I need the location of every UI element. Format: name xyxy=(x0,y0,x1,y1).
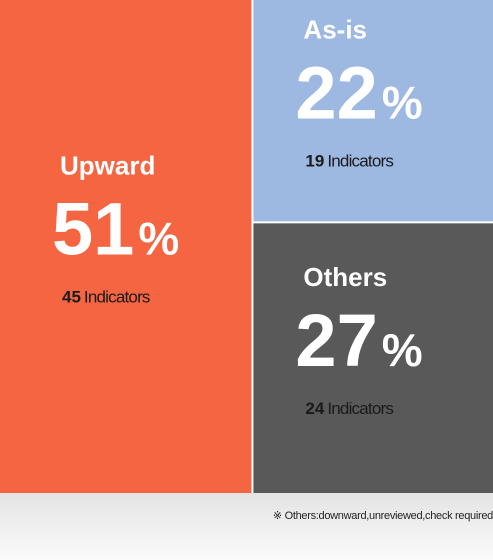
count: 24 Indicators xyxy=(305,399,393,418)
tile xyxy=(253,223,493,494)
tile xyxy=(253,0,493,222)
count-label: Indicators xyxy=(327,152,393,171)
percent: 22% xyxy=(295,52,422,135)
percent: 51% xyxy=(52,188,179,271)
footer-band xyxy=(0,493,493,560)
count: 45 Indicators xyxy=(62,288,150,307)
percent-unit: % xyxy=(382,77,423,129)
tile-label: As-is xyxy=(303,15,367,45)
percent-value: 22 xyxy=(295,52,377,135)
count-label: Indicators xyxy=(327,399,393,418)
percent-value: 27 xyxy=(295,299,377,382)
count: 19 Indicators xyxy=(305,152,393,171)
count-value: 19 xyxy=(305,152,324,171)
count-label: Indicators xyxy=(84,288,150,307)
tile-label: Upward xyxy=(60,151,155,181)
count-value: 24 xyxy=(305,399,324,418)
percent-unit: % xyxy=(138,213,179,265)
tile xyxy=(0,0,252,493)
tile-label: Others xyxy=(303,262,387,292)
footnote: ※ Others:downward,unreviewed,check requi… xyxy=(273,510,493,522)
percent: 27% xyxy=(295,299,422,382)
percent-unit: % xyxy=(382,324,423,376)
count-value: 45 xyxy=(62,288,81,307)
percent-value: 51 xyxy=(52,188,134,271)
